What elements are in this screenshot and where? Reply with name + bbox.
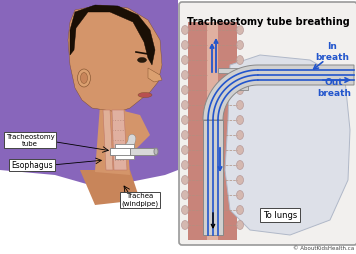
Polygon shape [203, 65, 354, 120]
Ellipse shape [78, 69, 90, 87]
Ellipse shape [236, 40, 244, 50]
Polygon shape [148, 68, 162, 82]
Polygon shape [103, 110, 113, 170]
Ellipse shape [236, 56, 244, 65]
Polygon shape [112, 110, 127, 170]
Ellipse shape [182, 190, 188, 199]
Ellipse shape [80, 72, 88, 84]
FancyBboxPatch shape [179, 2, 356, 245]
Ellipse shape [236, 161, 244, 169]
Polygon shape [70, 5, 155, 65]
Ellipse shape [236, 190, 244, 199]
Ellipse shape [236, 71, 244, 80]
Ellipse shape [182, 161, 188, 169]
Ellipse shape [236, 86, 244, 94]
Text: Trachea
(windpipe): Trachea (windpipe) [121, 193, 158, 207]
Ellipse shape [182, 116, 188, 124]
Text: Esophagus: Esophagus [11, 161, 53, 169]
Polygon shape [130, 148, 155, 155]
Ellipse shape [182, 131, 188, 139]
Text: Tracheostomy tube breathing: Tracheostomy tube breathing [187, 17, 349, 27]
Ellipse shape [138, 92, 152, 98]
Polygon shape [188, 22, 207, 240]
Polygon shape [80, 170, 140, 205]
Bar [0, 0, 178, 254]
Ellipse shape [182, 146, 188, 154]
Ellipse shape [182, 71, 188, 80]
Polygon shape [203, 120, 223, 235]
Ellipse shape [236, 116, 244, 124]
Ellipse shape [236, 220, 244, 230]
Polygon shape [218, 85, 248, 90]
Text: Tracheostomy
tube: Tracheostomy tube [6, 134, 54, 147]
Text: © AboutKidsHealth.ca: © AboutKidsHealth.ca [293, 246, 354, 250]
Polygon shape [68, 5, 162, 112]
Ellipse shape [236, 25, 244, 35]
Ellipse shape [182, 40, 188, 50]
Ellipse shape [182, 101, 188, 109]
Ellipse shape [137, 57, 147, 62]
Ellipse shape [182, 86, 188, 94]
Ellipse shape [182, 176, 188, 184]
Polygon shape [110, 148, 138, 155]
Ellipse shape [182, 56, 188, 65]
Text: Out
breath: Out breath [317, 78, 351, 98]
Text: In
breath: In breath [315, 42, 349, 62]
Ellipse shape [182, 25, 188, 35]
Polygon shape [95, 105, 130, 175]
Polygon shape [115, 144, 134, 148]
Ellipse shape [154, 148, 158, 155]
Polygon shape [95, 105, 150, 172]
Ellipse shape [236, 176, 244, 184]
Polygon shape [218, 68, 248, 73]
Ellipse shape [236, 131, 244, 139]
Polygon shape [225, 55, 350, 235]
Ellipse shape [236, 101, 244, 109]
Text: To lungs: To lungs [263, 211, 297, 219]
Polygon shape [115, 155, 134, 159]
Ellipse shape [182, 205, 188, 214]
Ellipse shape [182, 220, 188, 230]
Polygon shape [218, 22, 237, 240]
Polygon shape [0, 0, 178, 185]
Polygon shape [207, 22, 218, 240]
Ellipse shape [236, 146, 244, 154]
Ellipse shape [236, 205, 244, 214]
